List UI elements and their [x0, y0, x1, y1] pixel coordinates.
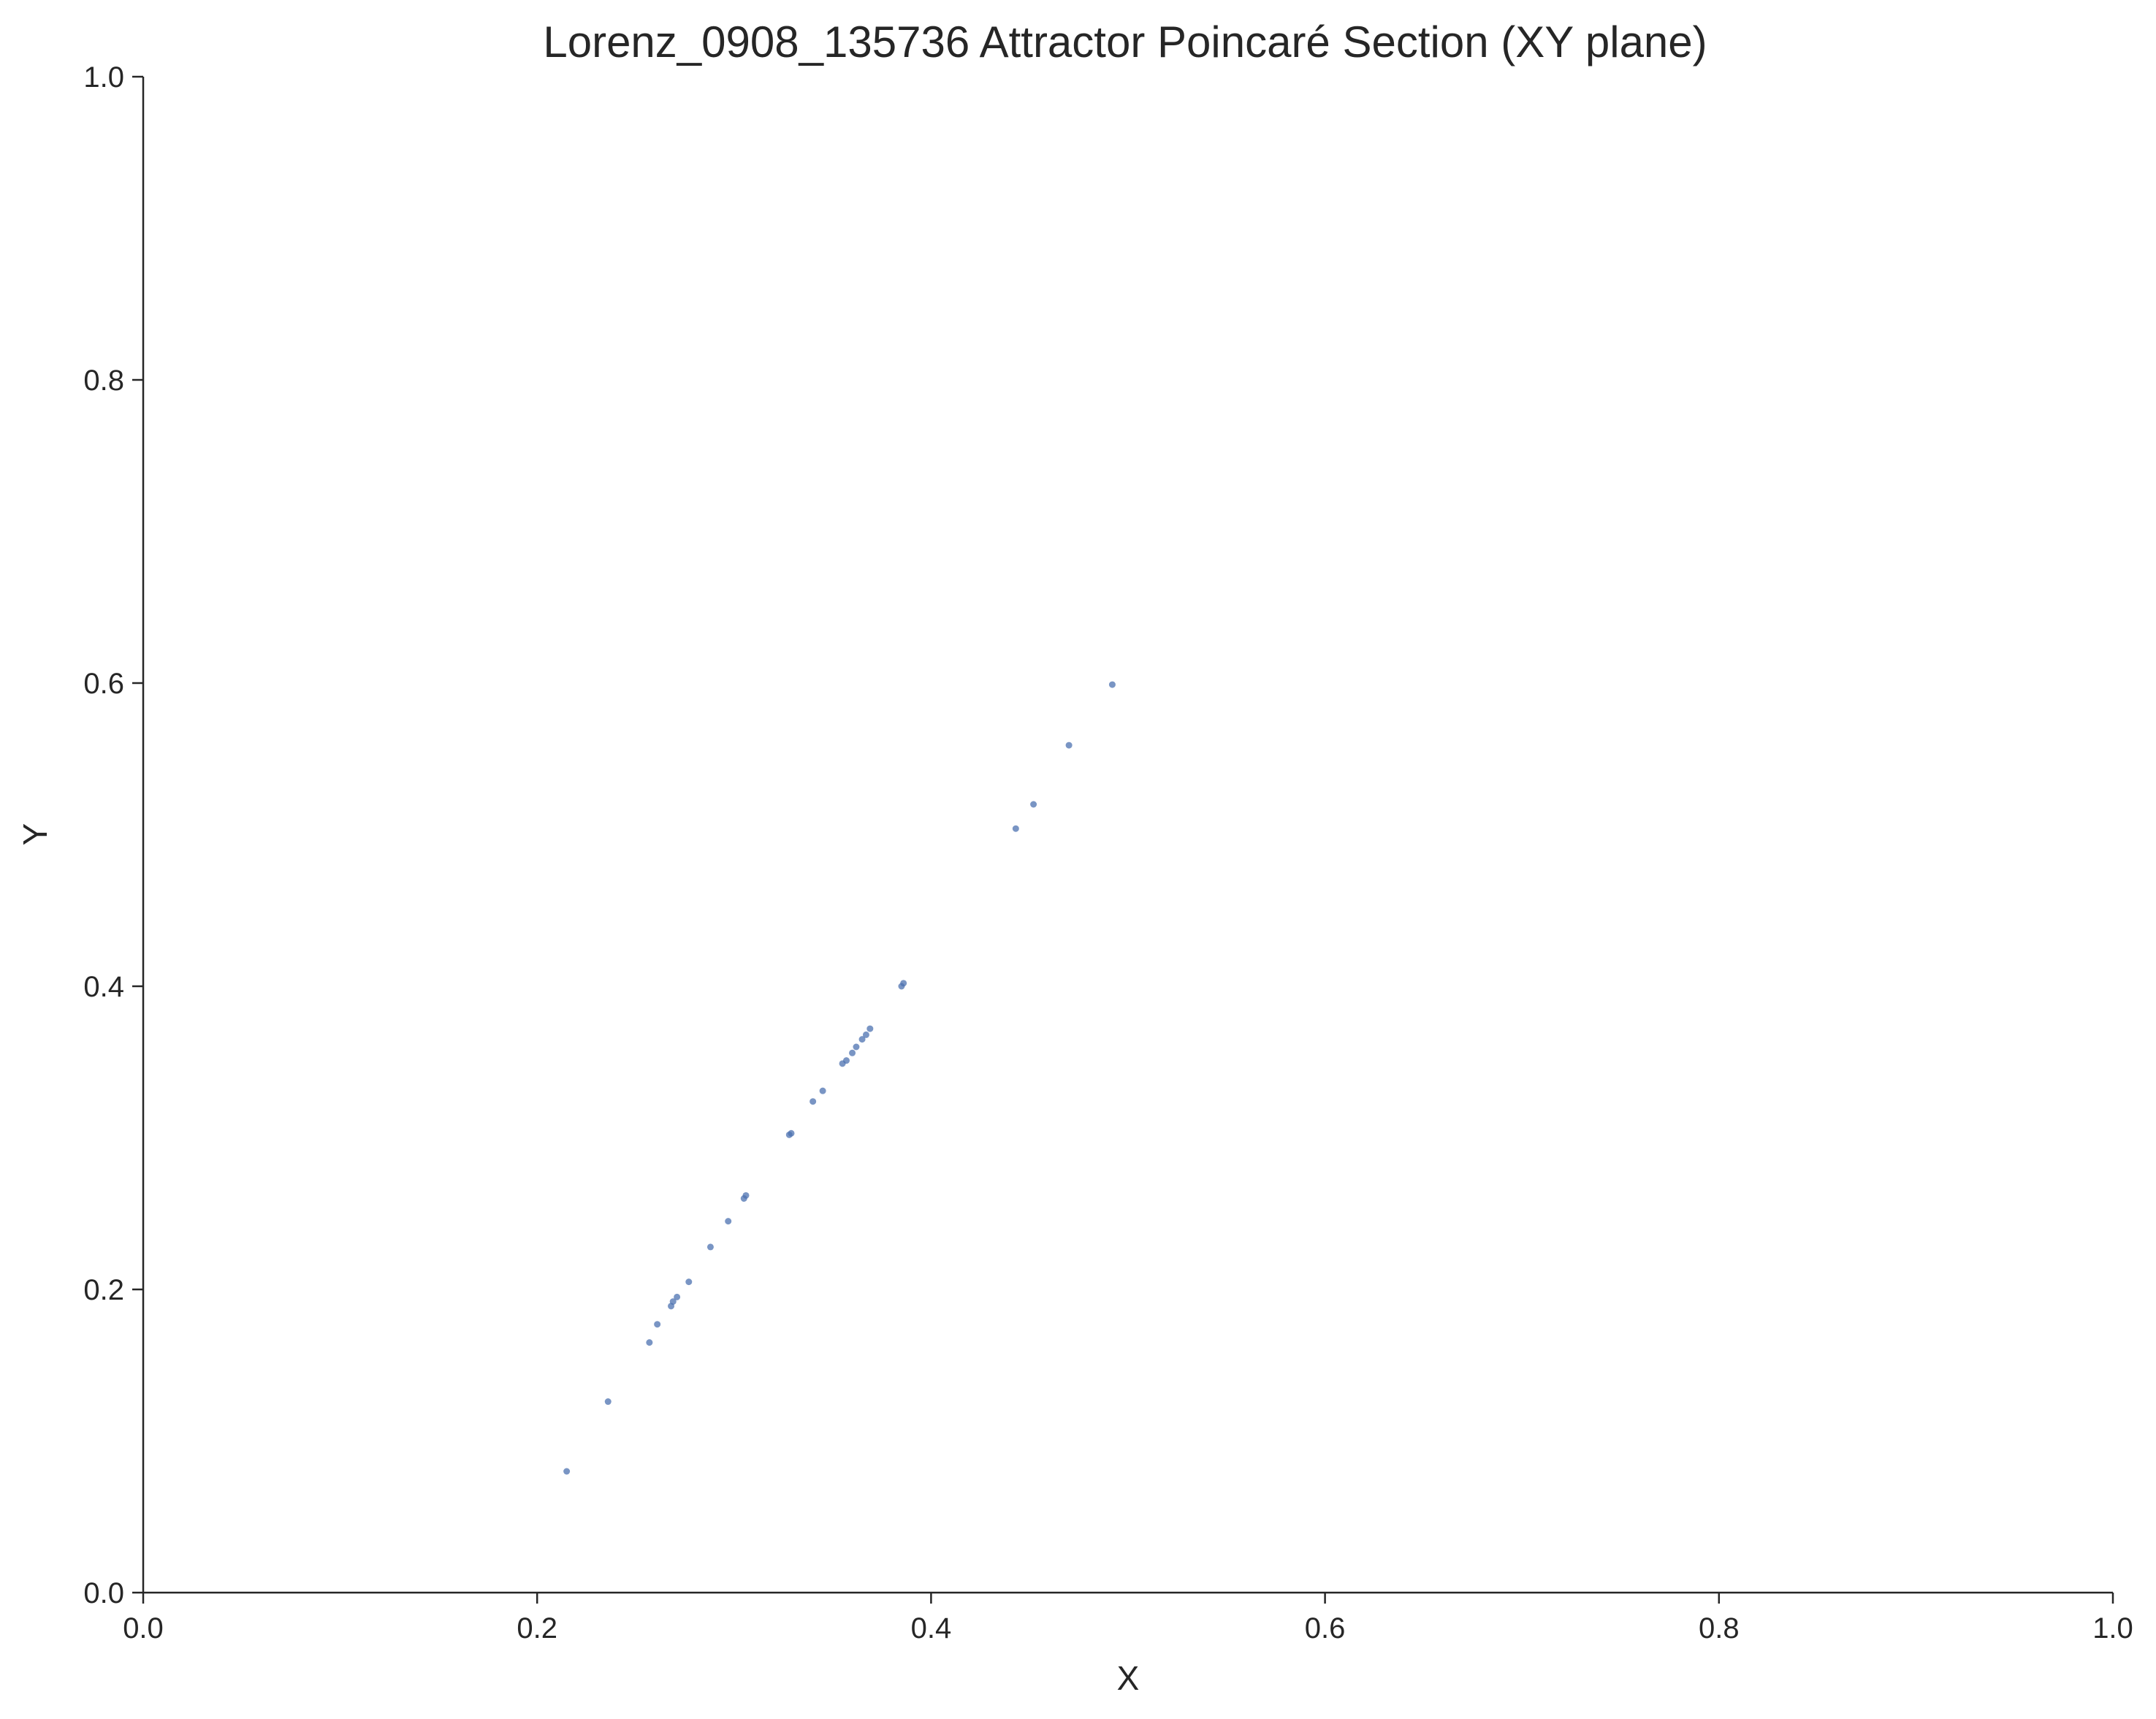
y-axis-label: Y — [16, 823, 54, 846]
scatter-point — [669, 1298, 677, 1306]
scatter-point — [725, 1218, 732, 1225]
scatter-point — [604, 1398, 612, 1406]
y-tick-label: 0.6 — [83, 668, 124, 700]
scatter-point — [1065, 742, 1073, 749]
x-axis-label: X — [1117, 1659, 1140, 1697]
scatter-point — [788, 1129, 795, 1137]
scatter-point — [810, 1098, 817, 1105]
points-layer — [563, 681, 1116, 1475]
x-ticks: 0.0 0.2 0.4 0.6 0.8 1.0 — [123, 1593, 2133, 1644]
scatter-point — [849, 1049, 856, 1056]
scatter-point — [742, 1192, 750, 1199]
x-tick-label: 1.0 — [2092, 1612, 2133, 1644]
y-tick-label: 0.0 — [83, 1577, 124, 1609]
scatter-point — [1108, 681, 1116, 688]
scatter-point — [674, 1293, 681, 1300]
x-tick-label: 0.8 — [1699, 1612, 1740, 1644]
scatter-point — [654, 1321, 661, 1328]
scatter-point — [819, 1087, 826, 1094]
chart-title: Lorenz_0908_135736 Attractor Poincaré Se… — [543, 18, 1707, 66]
scatter-point — [685, 1278, 693, 1286]
y-tick-label: 0.2 — [83, 1274, 124, 1306]
y-ticks: 0.0 0.2 0.4 0.6 0.8 1.0 — [83, 61, 143, 1609]
scatter-point — [853, 1043, 860, 1051]
x-tick-label: 0.0 — [123, 1612, 164, 1644]
x-tick-label: 0.4 — [911, 1612, 952, 1644]
scatter-point — [842, 1057, 850, 1064]
y-tick-label: 1.0 — [83, 61, 124, 94]
y-tick-label: 0.8 — [83, 365, 124, 397]
scatter-point — [866, 1025, 874, 1032]
scatter-point — [1030, 801, 1037, 808]
scatter-point — [858, 1036, 866, 1043]
y-tick-label: 0.4 — [83, 971, 124, 1003]
scatter-point — [862, 1031, 869, 1038]
x-tick-label: 0.6 — [1305, 1612, 1346, 1644]
scatter-point — [1012, 825, 1019, 832]
scatter-point — [900, 980, 907, 987]
x-tick-label: 0.2 — [517, 1612, 557, 1644]
scatter-point — [706, 1243, 714, 1251]
scatter-point — [646, 1339, 653, 1346]
scatter-point — [563, 1468, 571, 1475]
